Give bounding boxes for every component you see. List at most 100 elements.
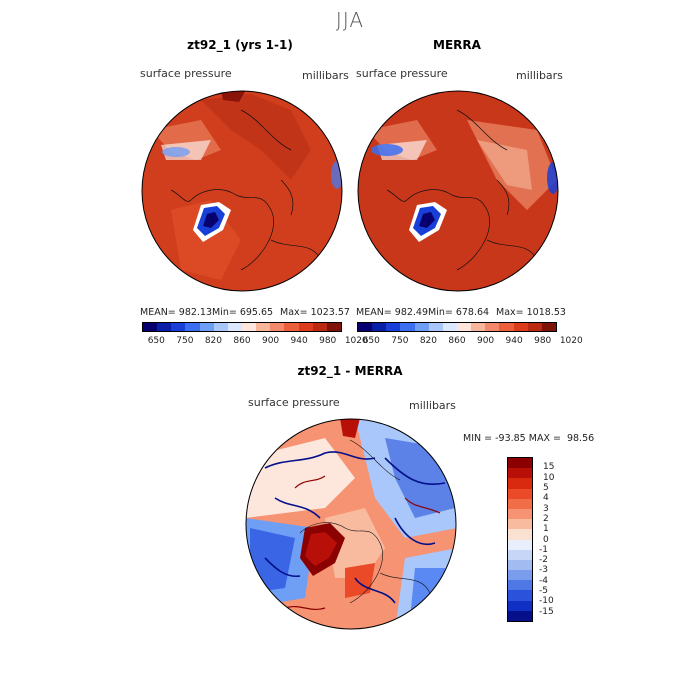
diff-colorbar-swatch — [508, 580, 532, 591]
panel-2-colorbar-ticks: 650 750 820 860 900 940 980 1020 — [357, 336, 583, 348]
panel-2-colorbar-swatch — [541, 323, 556, 331]
diff-colorbar-tick-label: 5 — [543, 482, 549, 493]
diff-colorbar-ticks: 15 10 5 4 3 2 1 0 -1 -2 -3 -4 -5 -10 -15 — [539, 457, 579, 622]
panel-2-colorbar-swatch — [414, 323, 429, 331]
diff-colorbar-tick-label: -15 — [539, 606, 554, 617]
diff-colorbar-swatch — [508, 570, 532, 581]
diff-colorbar-tick-label: -5 — [539, 586, 548, 597]
panel-1-colorbar-ticks: 650 750 820 860 900 940 980 1020 — [142, 336, 368, 348]
panel-1-colorbar-swatch — [185, 323, 200, 331]
diff-colorbar-swatch — [508, 559, 532, 571]
diff-colorbar-tick-label: 1 — [543, 524, 549, 535]
panel-1-max: Max= 1023.57 — [280, 307, 350, 318]
panel-2-colorbar-swatch — [499, 323, 514, 331]
diff-colorbar-swatch — [508, 539, 532, 550]
panel-1-colorbar-swatch — [256, 323, 271, 331]
diff-colorbar-swatch — [508, 610, 532, 621]
panel-2-colorbar-tick-label: 820 — [419, 336, 438, 346]
panel-1-colorbar-tick-label: 820 — [204, 336, 223, 346]
diff-min-max: MIN = -93.85 MAX = 98.56 — [463, 433, 595, 444]
panel-1-polar-map — [141, 90, 343, 292]
diff-colorbar-swatch — [508, 549, 532, 560]
panel-1-colorbar-swatch — [199, 323, 214, 331]
diff-colorbar — [507, 457, 533, 622]
panel-2-min: Min= 678.64 — [428, 307, 490, 318]
panel-2-colorbar-swatch — [456, 323, 472, 331]
panel-1-colorbar-swatch — [326, 323, 341, 331]
panel-1-mean: MEAN= 982.13 — [140, 307, 213, 318]
diff-colorbar-tick-label: -1 — [539, 544, 548, 555]
diff-units-label: millibars — [409, 399, 456, 412]
diff-colorbar-swatch — [508, 458, 532, 469]
panel-1-colorbar-tick-label: 750 — [176, 336, 194, 346]
panel-2-colorbar-swatch — [442, 323, 457, 331]
panel-2-colorbar — [357, 322, 557, 332]
diff-colorbar-swatch — [508, 590, 532, 601]
panel-2-colorbar-tick-label: 860 — [448, 336, 466, 346]
panel-2-colorbar-swatch — [513, 323, 528, 331]
panel-1-colorbar-swatch — [227, 323, 242, 331]
diff-colorbar-tick-label: -3 — [539, 565, 548, 576]
panel-2-colorbar-tick-label: 750 — [391, 336, 409, 346]
panel-2-colorbar-swatch — [428, 323, 443, 331]
diff-colorbar-tick-label: -4 — [539, 575, 548, 586]
panel-2-colorbar-swatch — [400, 323, 415, 331]
panel-1-colorbar-swatch — [213, 323, 228, 331]
diff-colorbar-swatch — [508, 478, 532, 489]
panel-2-field-label: surface pressure — [356, 67, 448, 80]
diff-colorbar-tick-label: 2 — [543, 513, 549, 524]
panel-2-colorbar-swatch — [527, 323, 542, 331]
panel-2-colorbar-tick-label: 940 — [505, 336, 523, 346]
diff-colorbar-tick-label: 15 — [543, 462, 555, 473]
panel-1-colorbar-tick-label: 1020 — [344, 336, 368, 346]
panel-1-min: Min= 695.65 — [212, 307, 274, 318]
diff-title: zt92_1 - MERRA — [297, 364, 403, 378]
panel-2-polar-map — [357, 90, 559, 292]
panel-1-colorbar-tick-label: 940 — [290, 336, 308, 346]
diff-colorbar-swatch — [508, 529, 532, 540]
diff-colorbar-swatch — [508, 508, 532, 520]
panel-2-colorbar-swatch — [386, 323, 401, 331]
panel-1-colorbar-swatch — [312, 323, 327, 331]
panel-1-units-label: millibars — [302, 69, 349, 82]
panel-2-colorbar-tick-label: 900 — [476, 336, 495, 346]
diff-colorbar-swatch — [508, 488, 532, 499]
panel-1-title: zt92_1 (yrs 1-1) — [187, 38, 293, 52]
panel-1-colorbar-swatch — [171, 323, 186, 331]
panel-1-colorbar-swatch — [270, 323, 285, 331]
diff-colorbar-swatch — [508, 468, 532, 479]
diff-colorbar-tick-label: 0 — [543, 534, 549, 545]
panel-2-colorbar-tick-label: 980 — [534, 336, 552, 346]
season-title: JJA — [335, 8, 365, 32]
diff-colorbar-tick-label: 10 — [543, 472, 555, 483]
panel-2-colorbar-tick-label: 1020 — [559, 336, 583, 346]
panel-2-max: Max= 1018.53 — [496, 307, 566, 318]
diff-colorbar-swatch — [508, 498, 532, 509]
panel-1-colorbar-tick-label: 900 — [261, 336, 280, 346]
panel-2-colorbar-swatch — [358, 323, 373, 331]
panel-1-colorbar — [142, 322, 342, 332]
diff-colorbar-tick-label: -2 — [539, 555, 548, 566]
panel-1-colorbar-swatch — [157, 323, 172, 331]
panel-2-colorbar-tick-label: 650 — [362, 336, 380, 346]
panel-2-mean: MEAN= 982.49 — [356, 307, 429, 318]
diff-colorbar-swatch — [508, 519, 532, 530]
panel-2-units-label: millibars — [516, 69, 563, 82]
diff-field-label: surface pressure — [248, 396, 340, 409]
panel-1-colorbar-tick-label: 650 — [147, 336, 165, 346]
panel-2-colorbar-swatch — [372, 323, 387, 331]
panel-2-title: MERRA — [433, 38, 481, 52]
diff-colorbar-swatch — [508, 600, 532, 611]
panel-1-colorbar-swatch — [284, 323, 299, 331]
panel-1-colorbar-tick-label: 980 — [319, 336, 337, 346]
panel-2-colorbar-swatch — [485, 323, 500, 331]
diff-colorbar-tick-label: -10 — [539, 596, 554, 607]
panel-1-colorbar-swatch — [143, 323, 158, 331]
difference-polar-map — [245, 418, 457, 630]
panel-1-colorbar-swatch — [298, 323, 313, 331]
diff-colorbar-tick-label: 3 — [543, 503, 549, 514]
panel-1-colorbar-swatch — [241, 323, 257, 331]
panel-1-field-label: surface pressure — [140, 67, 232, 80]
panel-1-colorbar-tick-label: 860 — [233, 336, 251, 346]
diff-colorbar-tick-label: 4 — [543, 493, 549, 504]
